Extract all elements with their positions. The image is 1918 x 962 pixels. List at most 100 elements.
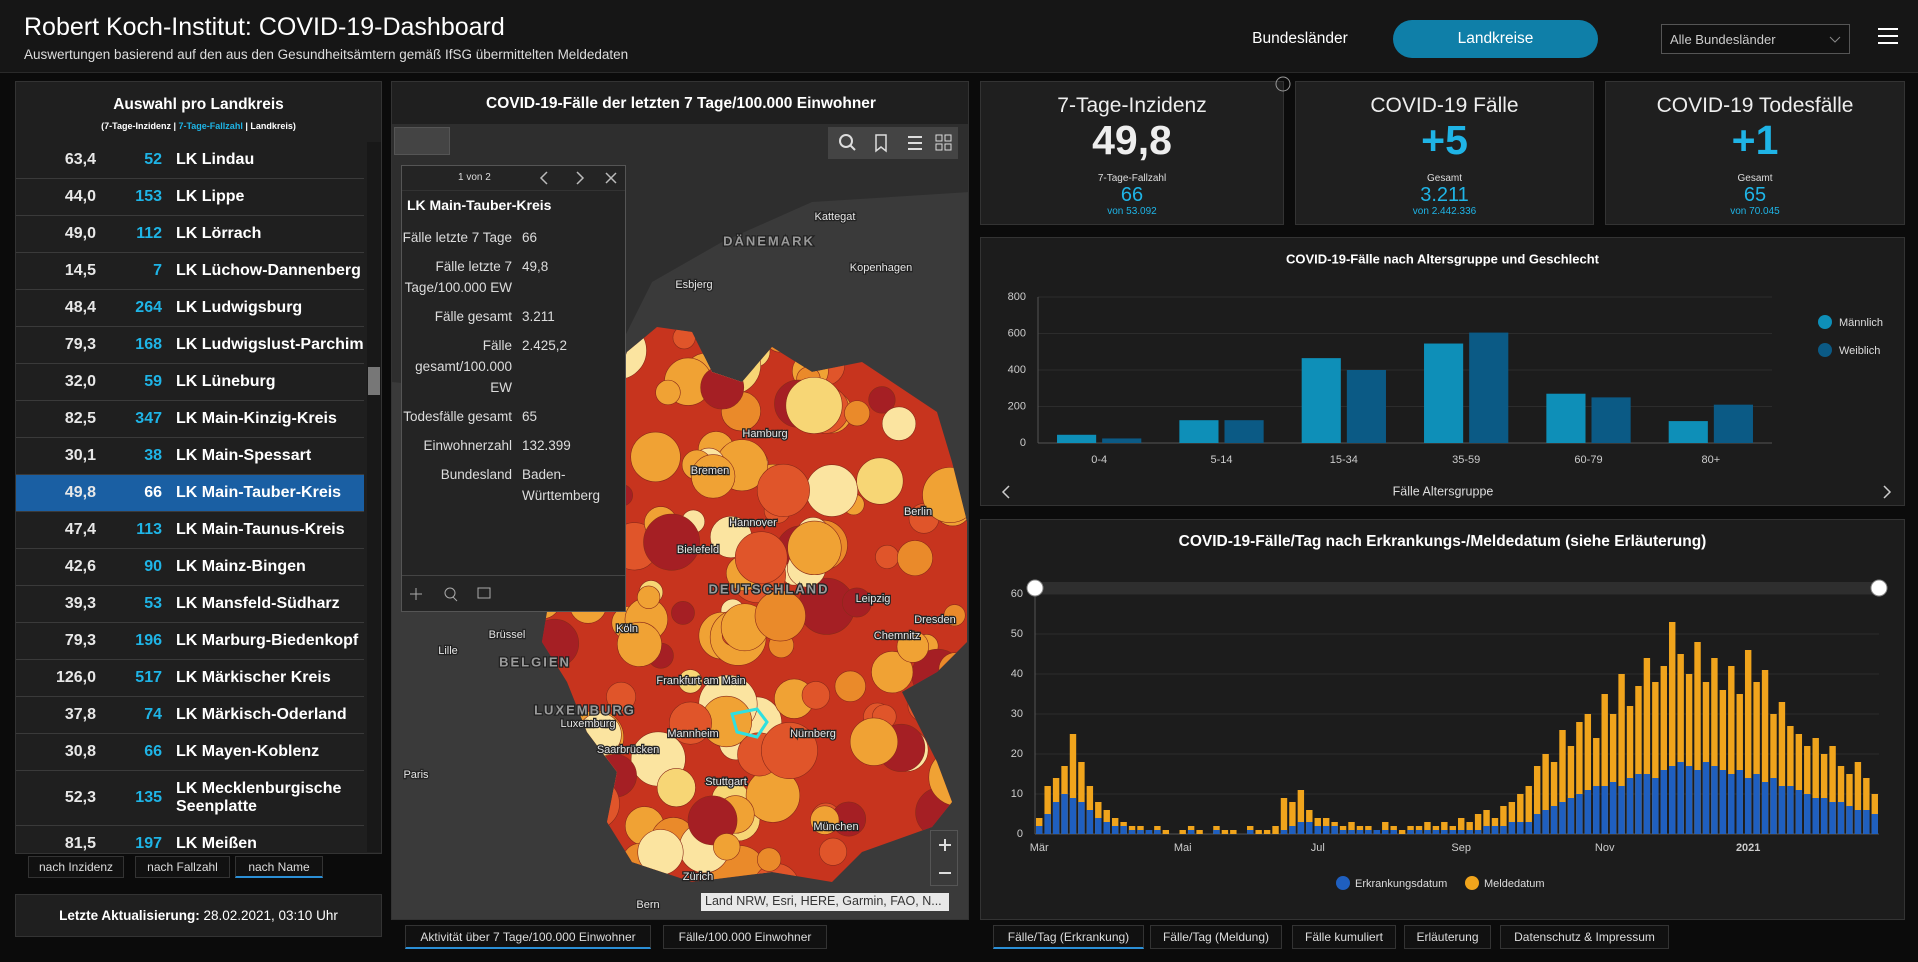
district-row[interactable]: 30,8 66 LK Mayen-Koblenz <box>16 734 364 771</box>
bar <box>1854 810 1862 834</box>
incidence: 47,4 <box>64 521 96 538</box>
district-row[interactable]: 49,8 66 LK Main-Tauber-Kreis <box>16 475 364 512</box>
district-row[interactable]: 82,5 347 LK Main-Kinzig-Kreis <box>16 401 364 438</box>
sort-button[interactable]: nach Name <box>235 856 323 878</box>
view-tab[interactable]: Landkreise <box>1393 20 1598 58</box>
incidence: 14,5 <box>64 262 96 279</box>
popup-nav[interactable] <box>539 170 619 186</box>
bar <box>1761 782 1769 834</box>
district-list: 63,4 52 LK Lindau 44,0 153 LK Lippe 49,0 112 LK … <box>16 142 364 852</box>
bar <box>1373 830 1381 834</box>
chart-tab[interactable]: Fälle/Tag (Erkrankung) <box>993 925 1144 949</box>
x-tick-label: 15-34 <box>1330 454 1358 466</box>
map-label: Hannover <box>729 517 777 529</box>
district-row[interactable]: 44,0 153 LK Lippe <box>16 179 364 216</box>
district <box>756 463 810 517</box>
bar <box>1145 830 1153 834</box>
legend-label: Erkrankungsdatum <box>1355 878 1447 890</box>
incidence: 49,0 <box>64 225 96 242</box>
region-dropdown[interactable]: Alle Bundesländer <box>1661 24 1850 54</box>
bar <box>1044 786 1051 834</box>
chart-tab[interactable]: Datenschutz & Impressum <box>1500 925 1669 949</box>
map-label: Zürich <box>683 871 714 883</box>
popup: 1 von 2 LK Main-Tauber-Kreis Fälle letzt… <box>401 165 626 612</box>
scrollbar[interactable] <box>367 142 381 852</box>
popup-title: LK Main-Tauber-Kreis <box>407 197 552 213</box>
bar <box>1322 826 1330 834</box>
bar <box>1348 830 1355 834</box>
district-name: LK Mainz-Bingen <box>176 558 306 575</box>
map-tab[interactable]: Fälle/100.000 Einwohner <box>663 925 827 949</box>
map-toolbar[interactable] <box>828 127 958 159</box>
district-row[interactable]: 48,4 264 LK Ludwigsburg <box>16 290 364 327</box>
bar <box>1660 770 1667 834</box>
bar <box>1559 802 1566 834</box>
district-row[interactable]: 52,3 135 LK Mecklenburgische Seenplatte <box>16 771 364 826</box>
incidence: 37,8 <box>64 706 96 723</box>
map-label: Chemnitz <box>874 630 920 642</box>
incidence: 52,3 <box>64 789 96 806</box>
map-label: Saarbrücken <box>597 744 659 756</box>
district-row[interactable]: 47,4 113 LK Main-Taunus-Kreis <box>16 512 364 549</box>
menu-icon[interactable] <box>1878 27 1898 45</box>
district-row[interactable]: 39,3 53 LK Mansfeld-Südharz <box>16 586 364 623</box>
view-tab[interactable]: Bundesländer <box>1252 30 1348 47</box>
chart-tab[interactable]: Fälle kumuliert <box>1292 925 1396 949</box>
district-row[interactable]: 30,1 38 LK Main-Spessart <box>16 438 364 475</box>
bar <box>1398 830 1406 834</box>
dropdown-arrow <box>1829 36 1841 43</box>
scroll-arrows <box>1001 485 1892 499</box>
map-label: Köln <box>616 623 638 635</box>
sort-button[interactable]: nach Inzidenz <box>28 856 124 878</box>
district-row[interactable]: 42,6 90 LK Mainz-Bingen <box>16 549 364 586</box>
district-row[interactable]: 32,0 59 LK Lüneburg <box>16 364 364 401</box>
zoom-controls[interactable] <box>930 830 958 886</box>
bar <box>1469 332 1509 443</box>
fullscreen-icon[interactable] <box>1275 76 1291 92</box>
bar <box>1837 802 1845 834</box>
case-count: 112 <box>136 225 162 242</box>
bar <box>1685 674 1693 834</box>
chart-tab[interactable]: Fälle/Tag (Meldung) <box>1150 925 1282 949</box>
legend-swatch <box>1818 343 1832 357</box>
sort-button[interactable]: nach Fallzahl <box>135 856 230 878</box>
district-row[interactable]: 37,8 74 LK Märkisch-Oderland <box>16 697 364 734</box>
bar <box>1474 830 1482 834</box>
bar <box>1787 726 1794 834</box>
legend-swatch <box>1818 315 1832 329</box>
district-row[interactable]: 126,0 517 LK Märkischer Kreis <box>16 660 364 697</box>
district-row[interactable]: 79,3 196 LK Marburg-Biedenkopf <box>16 623 364 660</box>
district-row[interactable]: 79,3 168 LK Ludwigslust-Parchim <box>16 327 364 364</box>
district <box>691 454 736 499</box>
chart-tab[interactable]: Erläuterung <box>1404 925 1491 949</box>
bar <box>1719 770 1727 834</box>
range-slider <box>1035 582 1879 594</box>
slider-handle <box>1870 579 1888 597</box>
map-tab[interactable]: Aktivität über 7 Tage/100.000 Einwohner <box>405 925 651 949</box>
bar <box>1652 778 1659 834</box>
bar <box>1224 420 1264 443</box>
header-bar: Robert Koch-Institut: COVID-19-Dashboard… <box>0 0 1918 73</box>
select-tool[interactable] <box>394 127 450 155</box>
field-value: 3.211 <box>522 309 555 324</box>
district-row[interactable]: 49,0 112 LK Lörrach <box>16 216 364 253</box>
district-name: LK Main-Kinzig-Kreis <box>176 410 337 427</box>
bar <box>1441 822 1448 834</box>
bar <box>1643 774 1651 834</box>
daily-chart: COVID-19-Fälle/Tag nach Erkrankungs-/Mel… <box>1011 533 1888 890</box>
chart-title: COVID-19-Fälle nach Altersgruppe und Ges… <box>1286 251 1600 266</box>
district-row[interactable]: 14,5 7 LK Lüchow-Dannenberg <box>16 253 364 290</box>
case-count: 264 <box>135 299 162 316</box>
bar <box>1863 810 1870 834</box>
district-row[interactable]: 63,4 52 LK Lindau <box>16 142 364 179</box>
district-row[interactable]: 81,5 197 LK Meißen <box>16 826 364 852</box>
bar <box>1301 358 1341 443</box>
bar <box>1728 666 1735 834</box>
bar <box>1812 738 1819 834</box>
map-label: München <box>813 821 858 833</box>
map-label: Leipzig <box>856 593 891 605</box>
kpi-note: von 70.045 <box>1730 206 1780 217</box>
district <box>656 768 696 808</box>
popup-actions[interactable] <box>402 575 625 611</box>
bar <box>1466 822 1473 834</box>
